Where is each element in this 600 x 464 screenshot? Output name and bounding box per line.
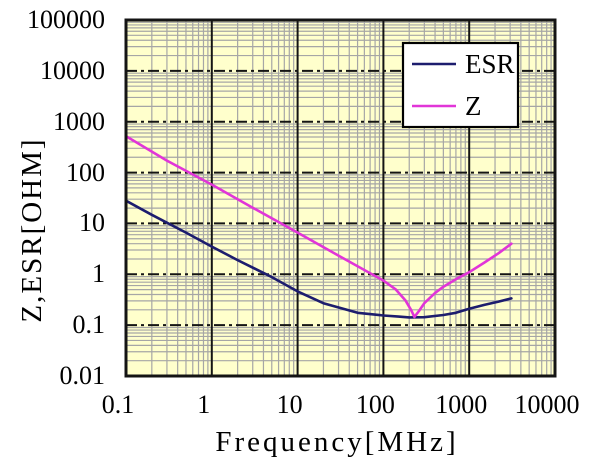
y-tick-100000: 100000 [27, 5, 105, 34]
legend-label-z: Z [465, 91, 482, 121]
y-tick-0.01: 0.01 [59, 361, 106, 390]
legend-label-esr: ESR [465, 49, 515, 79]
y-tick-10000: 10000 [40, 55, 105, 85]
y-tick-1000: 1000 [53, 106, 105, 136]
legend-box [401, 41, 520, 129]
y-tick-100: 100 [66, 157, 105, 187]
x-tick-10: 10 [276, 390, 303, 419]
plot-border [124, 18, 557, 378]
x-tick-1000: 1000 [435, 390, 488, 419]
esr-curve [124, 199, 513, 319]
y-tick-0.1: 0.1 [72, 310, 106, 340]
x-tick-10000: 10000 [514, 390, 580, 419]
y-tick-10: 10 [79, 208, 105, 238]
y-tick-1: 1 [92, 259, 105, 289]
x-tick-1: 1 [197, 390, 211, 419]
z-curve [124, 134, 513, 319]
x-axis-title: Frequency[MHz] [215, 426, 459, 458]
x-tick-100: 100 [355, 390, 395, 419]
x-tick-0.1: 0.1 [101, 390, 135, 419]
